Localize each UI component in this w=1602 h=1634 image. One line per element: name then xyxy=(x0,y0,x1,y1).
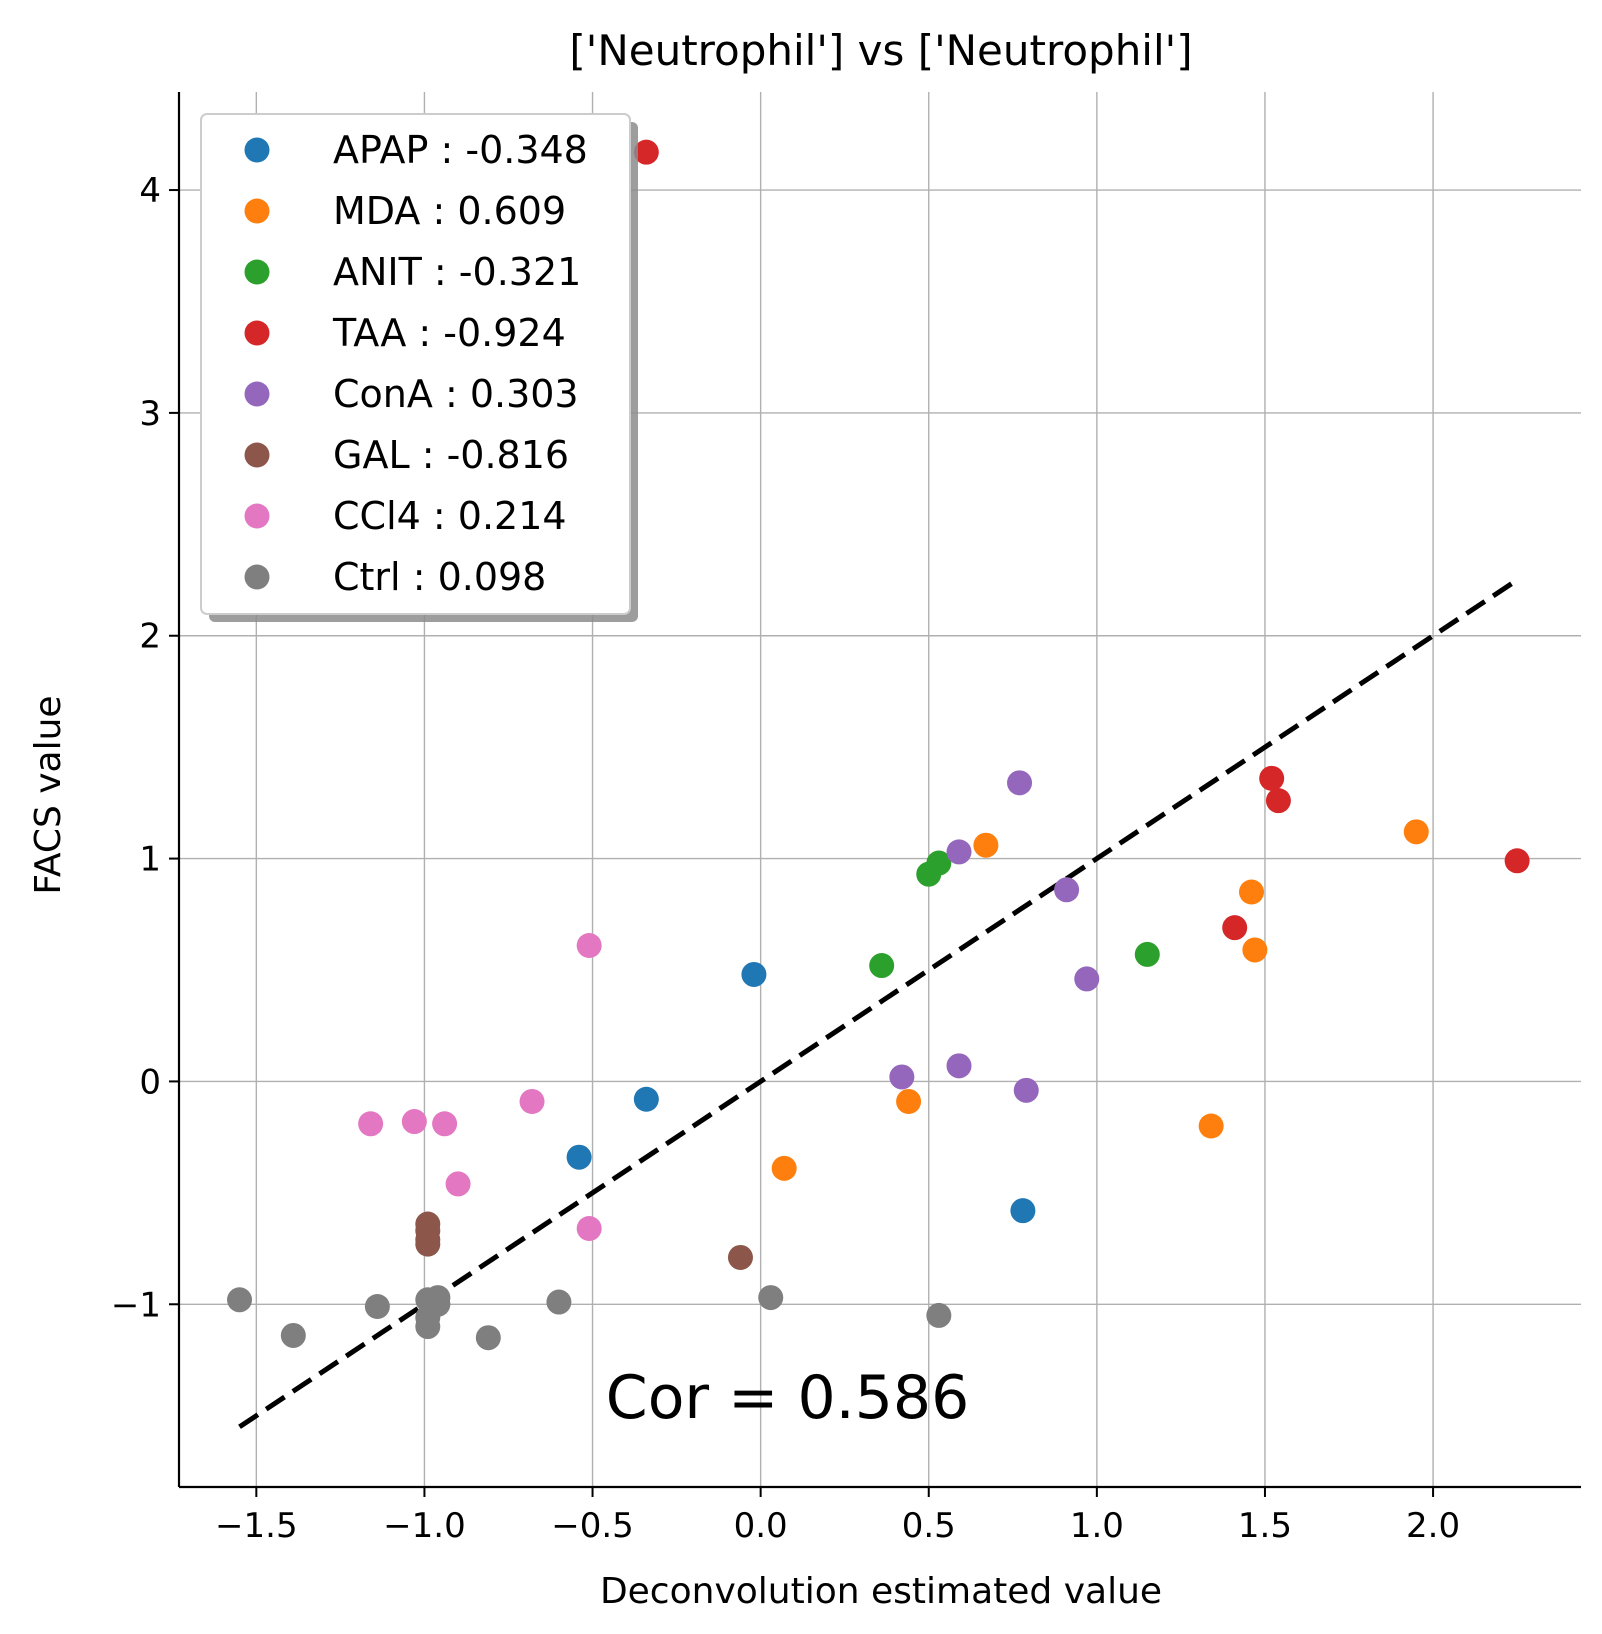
data-point xyxy=(1403,819,1429,845)
data-point xyxy=(633,1086,659,1112)
legend-entry: CCl4 : 0.214 xyxy=(333,494,567,538)
data-point xyxy=(576,932,602,958)
legend-marker xyxy=(244,564,270,590)
data-point xyxy=(566,1144,592,1170)
data-point xyxy=(227,1287,253,1313)
x-tick-label: −1.5 xyxy=(215,1506,298,1546)
data-point xyxy=(401,1109,427,1135)
x-tick-label: 1.5 xyxy=(1238,1506,1292,1546)
legend-entry: GAL : -0.816 xyxy=(333,433,569,477)
legend-entry: Ctrl : 0.098 xyxy=(333,555,546,599)
data-point xyxy=(869,953,895,979)
legend-marker xyxy=(244,259,270,285)
data-point xyxy=(1504,848,1530,874)
data-point xyxy=(1007,770,1033,796)
x-axis-label: Deconvolution estimated value xyxy=(600,1571,1162,1612)
y-tick-label: −1 xyxy=(111,1285,161,1325)
data-point xyxy=(926,1302,952,1328)
legend-marker xyxy=(244,320,270,346)
y-tick-label: 4 xyxy=(139,171,161,211)
data-point xyxy=(1074,966,1100,992)
legend-entry: MDA : 0.609 xyxy=(333,189,566,233)
data-point xyxy=(771,1155,797,1181)
series-7 xyxy=(227,1285,952,1351)
data-point xyxy=(415,1231,441,1257)
legend-box xyxy=(200,113,631,615)
data-point xyxy=(445,1171,471,1197)
data-point xyxy=(896,1088,922,1114)
x-tick-label: 1.0 xyxy=(1070,1506,1124,1546)
data-point xyxy=(358,1111,384,1137)
chart-title: ['Neutrophil'] vs ['Neutrophil'] xyxy=(569,26,1192,75)
legend-entry: TAA : -0.924 xyxy=(332,311,566,355)
legend-entry: APAP : -0.348 xyxy=(333,128,588,172)
data-point xyxy=(1265,788,1291,814)
y-tick-label: 0 xyxy=(139,1062,161,1102)
y-tick-label: 2 xyxy=(139,617,161,657)
y-tick-label: 3 xyxy=(139,394,161,434)
data-point xyxy=(576,1216,602,1242)
legend-entry: ANIT : -0.321 xyxy=(333,250,581,294)
data-point xyxy=(519,1088,545,1114)
data-point xyxy=(1259,765,1285,791)
series-2 xyxy=(869,850,1160,979)
data-point xyxy=(727,1244,753,1270)
data-point xyxy=(432,1111,458,1137)
data-point xyxy=(889,1064,915,1090)
series-3 xyxy=(633,139,1530,941)
data-point xyxy=(415,1314,441,1340)
x-tick-label: −0.5 xyxy=(551,1506,634,1546)
legend-marker xyxy=(244,381,270,407)
x-tick-label: 0.0 xyxy=(734,1506,788,1546)
legend: APAP : -0.348 MDA : 0.609 ANIT : -0.321 TAA… xyxy=(200,113,638,622)
x-tick-label: −1.0 xyxy=(383,1506,466,1546)
data-point xyxy=(946,1053,972,1079)
data-point xyxy=(280,1322,306,1348)
legend-marker xyxy=(244,137,270,163)
grid xyxy=(179,92,1581,1487)
data-point xyxy=(758,1285,784,1311)
data-point xyxy=(546,1289,572,1315)
correlation-annotation: Cor = 0.586 xyxy=(606,1363,969,1433)
data-point xyxy=(1010,1198,1036,1224)
y-tick-label: 1 xyxy=(139,840,161,880)
data-point xyxy=(926,850,952,876)
data-point xyxy=(1013,1077,1039,1103)
data-point xyxy=(1198,1113,1224,1139)
legend-entry: ConA : 0.303 xyxy=(333,372,579,416)
data-point xyxy=(1242,937,1268,963)
y-axis-label: FACS value xyxy=(28,695,69,894)
data-point xyxy=(741,961,767,987)
x-tick-label: 0.5 xyxy=(902,1506,956,1546)
data-point xyxy=(973,832,999,858)
data-point xyxy=(1134,941,1160,967)
series-6 xyxy=(358,932,602,1242)
data-point xyxy=(364,1293,390,1319)
data-point xyxy=(946,839,972,865)
legend-marker xyxy=(244,198,270,224)
series-0 xyxy=(566,961,1036,1224)
axes xyxy=(169,92,1581,1497)
series-1 xyxy=(771,819,1429,1181)
x-tick-label: 2.0 xyxy=(1406,1506,1460,1546)
tick-labels: −1.5 −1.0 −0.5 0.0 0.5 1.0 1.5 2.0 −1 0 1 2 3 4 xyxy=(111,171,1460,1546)
legend-marker xyxy=(244,442,270,468)
data-point xyxy=(1222,915,1248,941)
series-4 xyxy=(889,770,1100,1103)
data-points xyxy=(227,139,1530,1351)
data-point xyxy=(1054,877,1080,903)
data-point xyxy=(633,139,659,165)
series-5 xyxy=(415,1211,753,1270)
legend-marker xyxy=(244,503,270,529)
data-point xyxy=(1239,879,1265,905)
data-point xyxy=(475,1325,501,1351)
